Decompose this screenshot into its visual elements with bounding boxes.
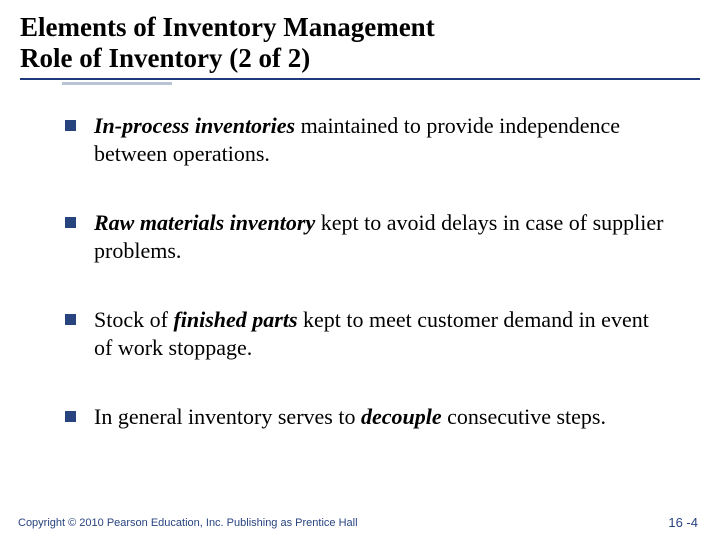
bullet-rest: consecutive steps. xyxy=(442,404,606,429)
square-bullet-icon xyxy=(65,314,76,325)
title-line-2: Role of Inventory (2 of 2) xyxy=(20,43,700,74)
bullet-emph: Raw materials inventory xyxy=(94,210,315,235)
slide-body: In-process inventories maintained to pro… xyxy=(20,86,700,431)
bullet-item: Stock of finished parts kept to meet cus… xyxy=(65,306,670,361)
bullet-item: Raw materials inventory kept to avoid de… xyxy=(65,209,670,264)
copyright-footer: Copyright © 2010 Pearson Education, Inc.… xyxy=(18,517,378,530)
title-underline-shadow xyxy=(62,82,172,85)
bullet-text: In-process inventories maintained to pro… xyxy=(94,112,670,167)
bullet-text: In general inventory serves to decouple … xyxy=(94,403,606,431)
page-number: 16 -4 xyxy=(668,515,698,530)
bullet-emph: decouple xyxy=(361,404,442,429)
bullet-item: In general inventory serves to decouple … xyxy=(65,403,670,431)
bullet-text: Raw materials inventory kept to avoid de… xyxy=(94,209,670,264)
title-line-1: Elements of Inventory Management xyxy=(20,12,700,43)
bullet-text: Stock of finished parts kept to meet cus… xyxy=(94,306,670,361)
bullet-emph: finished parts xyxy=(173,307,297,332)
slide: Elements of Inventory Management Role of… xyxy=(0,0,720,540)
bullet-pre: In general inventory serves to xyxy=(94,404,361,429)
title-underline-main xyxy=(20,78,700,80)
square-bullet-icon xyxy=(65,411,76,422)
bullet-emph: In-process inventories xyxy=(94,113,295,138)
title-underline xyxy=(20,78,700,86)
square-bullet-icon xyxy=(65,217,76,228)
square-bullet-icon xyxy=(65,120,76,131)
bullet-pre: Stock of xyxy=(94,307,173,332)
slide-title: Elements of Inventory Management Role of… xyxy=(20,12,700,74)
bullet-item: In-process inventories maintained to pro… xyxy=(65,112,670,167)
